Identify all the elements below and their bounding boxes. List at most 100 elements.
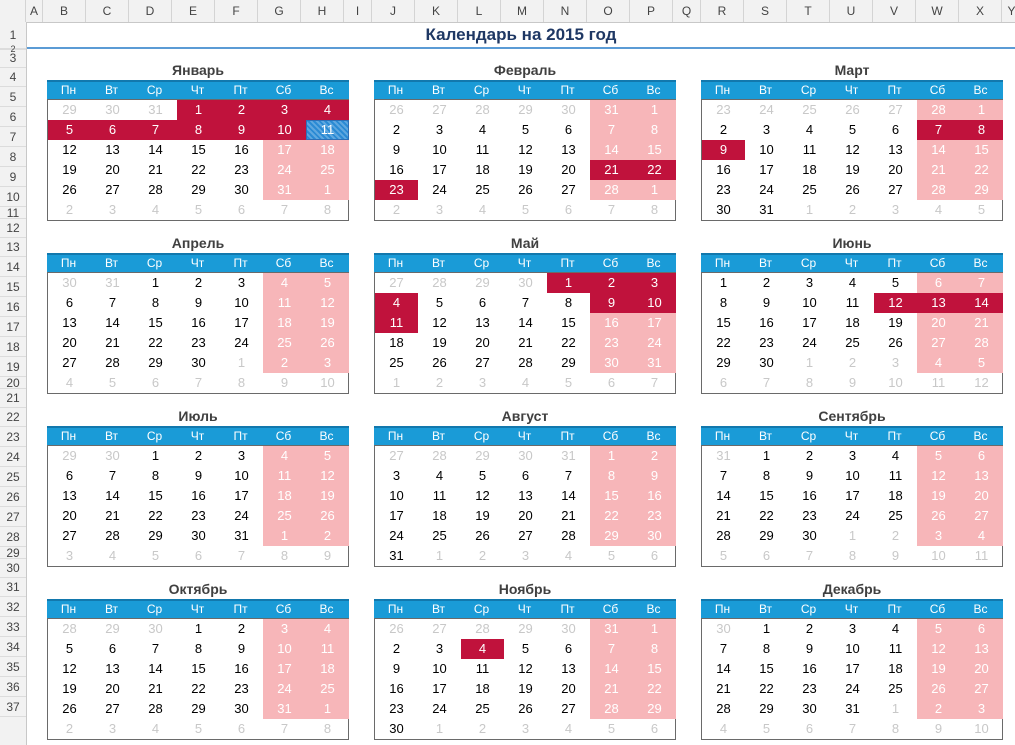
- column-header[interactable]: N: [544, 0, 587, 22]
- day-cell[interactable]: 9: [891, 548, 900, 563]
- column-header[interactable]: L: [458, 0, 501, 22]
- day-cell[interactable]: 9: [194, 295, 203, 310]
- day-cell[interactable]: 31: [389, 548, 404, 563]
- day-cell[interactable]: 7: [848, 721, 857, 736]
- day-cell[interactable]: 31: [263, 180, 306, 200]
- row-header[interactable]: 10: [0, 187, 26, 207]
- day-cell[interactable]: 27: [432, 621, 447, 636]
- column-header[interactable]: J: [372, 0, 415, 22]
- day-cell[interactable]: 6: [65, 468, 74, 483]
- day-cell[interactable]: 4: [375, 293, 418, 313]
- day-cell[interactable]: 7: [151, 641, 160, 656]
- day-cell[interactable]: 12: [518, 142, 533, 157]
- day-cell[interactable]: 16: [802, 488, 817, 503]
- day-cell[interactable]: 1: [151, 275, 160, 290]
- day-cell[interactable]: 28: [518, 355, 533, 370]
- day-cell[interactable]: 6: [91, 120, 134, 140]
- day-cell[interactable]: 13: [475, 315, 490, 330]
- day-cell[interactable]: 4: [461, 639, 504, 659]
- day-cell[interactable]: 10: [974, 721, 989, 736]
- day-cell[interactable]: 16: [234, 661, 249, 676]
- day-cell[interactable]: 7: [108, 295, 117, 310]
- day-cell[interactable]: 9: [805, 468, 814, 483]
- day-cell[interactable]: 24: [633, 333, 676, 353]
- day-cell[interactable]: 2: [65, 721, 74, 736]
- day-cell[interactable]: 5: [108, 375, 117, 390]
- day-cell[interactable]: 15: [590, 486, 633, 506]
- day-cell[interactable]: 1: [848, 528, 857, 543]
- day-cell[interactable]: 15: [148, 315, 163, 330]
- day-cell[interactable]: 12: [974, 375, 989, 390]
- day-cell[interactable]: 3: [108, 721, 117, 736]
- day-cell[interactable]: 13: [105, 661, 120, 676]
- day-cell[interactable]: 5: [151, 548, 160, 563]
- day-cell[interactable]: 8: [960, 120, 1003, 140]
- day-cell[interactable]: 30: [234, 701, 249, 716]
- day-cell[interactable]: 30: [148, 621, 163, 636]
- day-cell[interactable]: 4: [263, 446, 306, 466]
- row-header[interactable]: 21: [0, 389, 26, 408]
- day-cell[interactable]: 2: [435, 375, 444, 390]
- day-cell[interactable]: 4: [917, 353, 960, 373]
- day-cell[interactable]: 1: [762, 621, 771, 636]
- day-cell[interactable]: 22: [191, 162, 206, 177]
- day-cell[interactable]: 16: [389, 162, 404, 177]
- row-header[interactable]: 9: [0, 167, 26, 187]
- day-cell[interactable]: 24: [389, 528, 404, 543]
- day-cell[interactable]: 8: [151, 295, 160, 310]
- column-header[interactable]: H: [301, 0, 344, 22]
- day-cell[interactable]: 8: [177, 120, 220, 140]
- day-cell[interactable]: 8: [891, 721, 900, 736]
- day-cell[interactable]: 21: [105, 335, 120, 350]
- day-cell[interactable]: 19: [518, 162, 533, 177]
- column-header[interactable]: U: [830, 0, 873, 22]
- day-cell[interactable]: 2: [220, 100, 263, 120]
- day-cell[interactable]: 26: [389, 621, 404, 636]
- day-cell[interactable]: 3: [435, 202, 444, 217]
- day-cell[interactable]: 12: [917, 466, 960, 486]
- row-header[interactable]: 16: [0, 297, 26, 317]
- day-cell[interactable]: 1: [392, 375, 401, 390]
- day-cell[interactable]: 29: [759, 528, 774, 543]
- day-cell[interactable]: 9: [392, 142, 401, 157]
- day-cell[interactable]: 8: [805, 375, 814, 390]
- day-cell[interactable]: 1: [306, 180, 349, 200]
- row-header[interactable]: 25: [0, 467, 26, 487]
- day-cell[interactable]: 12: [475, 488, 490, 503]
- column-header[interactable]: S: [744, 0, 787, 22]
- day-cell[interactable]: 30: [234, 182, 249, 197]
- day-cell[interactable]: 4: [151, 721, 160, 736]
- day-cell[interactable]: 30: [518, 448, 533, 463]
- day-cell[interactable]: 25: [432, 528, 447, 543]
- day-cell[interactable]: 8: [323, 202, 332, 217]
- day-cell[interactable]: 3: [435, 122, 444, 137]
- day-cell[interactable]: 19: [62, 162, 77, 177]
- day-cell[interactable]: 2: [194, 448, 203, 463]
- day-cell[interactable]: 8: [633, 639, 676, 659]
- day-cell[interactable]: 20: [561, 162, 576, 177]
- day-cell[interactable]: 28: [716, 701, 731, 716]
- day-cell[interactable]: 10: [931, 548, 946, 563]
- day-cell[interactable]: 18: [263, 313, 306, 333]
- day-cell[interactable]: 27: [105, 182, 120, 197]
- day-cell[interactable]: 7: [762, 375, 771, 390]
- day-cell[interactable]: 3: [263, 100, 306, 120]
- day-cell[interactable]: 11: [845, 295, 860, 310]
- day-cell[interactable]: 28: [590, 180, 633, 200]
- day-cell[interactable]: 20: [518, 508, 533, 523]
- day-cell[interactable]: 3: [891, 202, 900, 217]
- day-cell[interactable]: 7: [590, 639, 633, 659]
- day-cell[interactable]: 2: [194, 275, 203, 290]
- row-header[interactable]: 20: [0, 377, 26, 389]
- day-cell[interactable]: 27: [432, 102, 447, 117]
- day-cell[interactable]: 6: [762, 548, 771, 563]
- day-cell[interactable]: 10: [263, 120, 306, 140]
- day-cell[interactable]: 20: [917, 313, 960, 333]
- day-cell[interactable]: 4: [478, 202, 487, 217]
- day-cell[interactable]: 29: [716, 355, 731, 370]
- day-cell[interactable]: 11: [432, 488, 447, 503]
- day-cell[interactable]: 28: [105, 355, 120, 370]
- day-cell[interactable]: 6: [891, 122, 900, 137]
- day-cell[interactable]: 6: [478, 295, 487, 310]
- select-all-corner[interactable]: [0, 0, 26, 22]
